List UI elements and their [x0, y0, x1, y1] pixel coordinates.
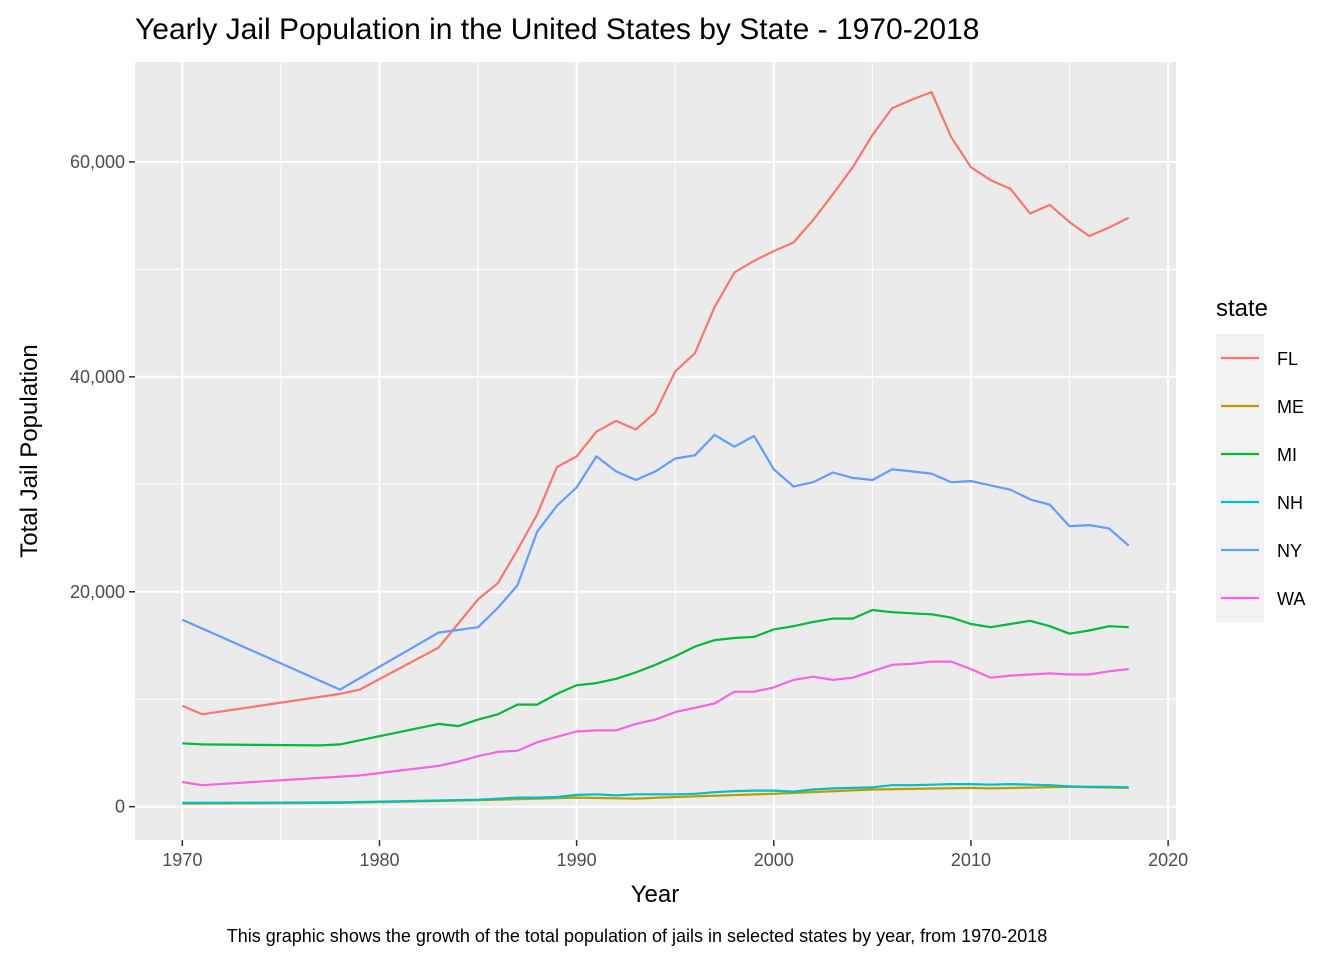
series-line-nh: [182, 782, 1129, 805]
legend-label-ny: NY: [1277, 541, 1302, 561]
plot-panel: [135, 62, 1176, 840]
legend-label-mi: MI: [1277, 445, 1297, 465]
legend-label-fl: FL: [1277, 349, 1298, 369]
series-layer: [181, 90, 1130, 805]
x-axis-title: Year: [631, 881, 680, 908]
x-tick-label: 1970: [162, 850, 202, 870]
legend-label-nh: NH: [1277, 493, 1303, 513]
x-tick-label: 2010: [951, 850, 991, 870]
y-tick-label: 20,000: [70, 582, 125, 602]
legend-label-me: ME: [1277, 397, 1304, 417]
major-gridlines: [135, 62, 1176, 840]
series-line-fl: [181, 90, 1130, 716]
legend-title: state: [1216, 295, 1268, 322]
legend-label-wa: WA: [1277, 589, 1305, 609]
x-tick-label: 1980: [359, 850, 399, 870]
series-line-ny: [181, 433, 1130, 691]
legend: state FL ME MI NH NY WA: [1216, 295, 1305, 622]
chart-caption: This graphic shows the growth of the tot…: [227, 926, 1047, 946]
y-tick-label: 40,000: [70, 367, 125, 387]
series-line-wa: [182, 660, 1129, 787]
legend-key-background: [1216, 334, 1264, 622]
y-tick-label: 60,000: [70, 152, 125, 172]
y-axis: 0 20,000 40,000 60,000: [70, 152, 135, 817]
series-line-mi: [182, 608, 1129, 747]
x-tick-label: 2020: [1148, 850, 1188, 870]
x-tick-label: 1990: [557, 850, 597, 870]
y-tick-label: 0: [115, 797, 125, 817]
chart-title: Yearly Jail Population in the United Sta…: [135, 13, 979, 46]
x-tick-label: 2000: [754, 850, 794, 870]
y-axis-title: Total Jail Population: [16, 344, 43, 557]
x-axis: 1970 1980 1990 2000 2010 2020: [162, 840, 1188, 870]
